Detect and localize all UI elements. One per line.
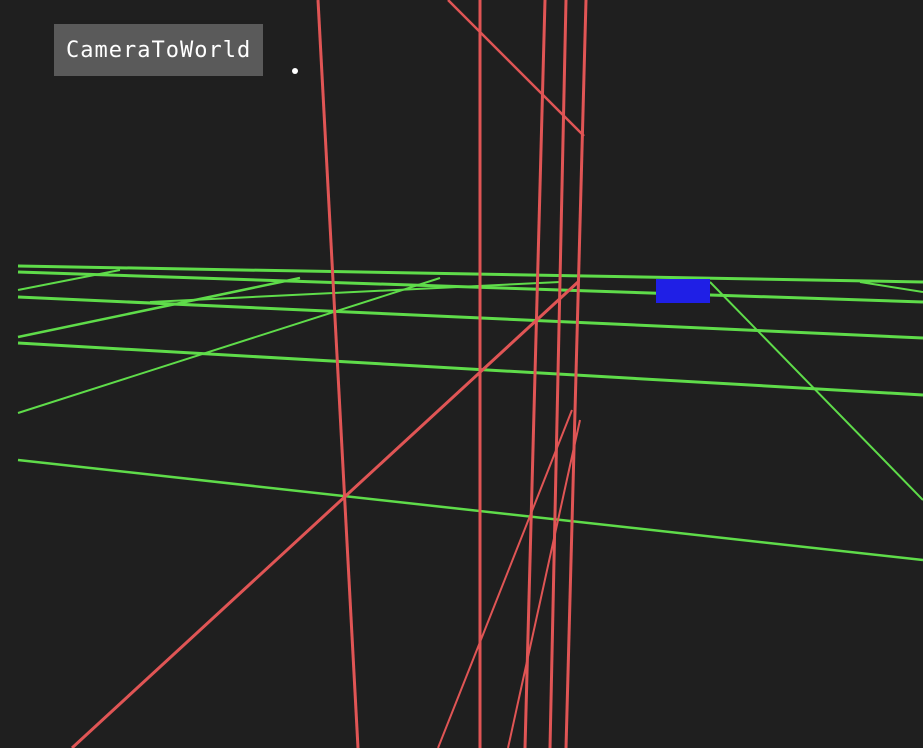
grid-line <box>17 264 923 284</box>
grid-line <box>859 281 923 293</box>
frustum-line <box>437 409 573 748</box>
grid-line <box>709 281 923 501</box>
camera-position-marker[interactable] <box>656 279 710 303</box>
grid-line <box>17 276 301 339</box>
frustum-line <box>548 0 568 748</box>
ground-grid <box>17 264 923 562</box>
camera-to-world-label: CameraToWorld <box>54 24 264 76</box>
frustum-line <box>447 0 585 137</box>
frustum-line <box>507 419 581 748</box>
camera-frustum <box>70 0 588 748</box>
cursor-dot-icon <box>292 68 298 74</box>
grid-line <box>17 277 441 414</box>
frustum-line <box>70 280 580 748</box>
camera-to-world-label-text: CameraToWorld <box>66 37 252 63</box>
grid-line <box>17 269 121 291</box>
frustum-line <box>523 0 547 748</box>
grid-line <box>17 341 923 397</box>
frustum-line <box>564 0 588 748</box>
frustum-line <box>316 0 360 748</box>
grid-line <box>149 281 561 303</box>
grid-line <box>17 295 923 340</box>
grid-line <box>17 458 923 562</box>
